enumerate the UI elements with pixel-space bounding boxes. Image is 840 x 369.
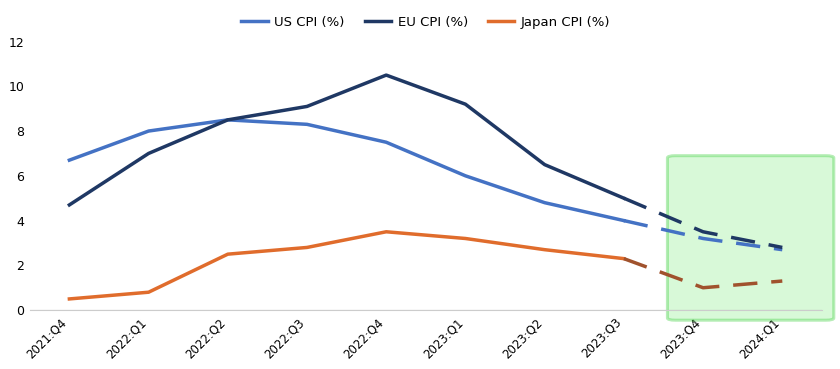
Legend: US CPI (%), EU CPI (%), Japan CPI (%): US CPI (%), EU CPI (%), Japan CPI (%)	[236, 10, 616, 34]
FancyBboxPatch shape	[668, 156, 834, 320]
